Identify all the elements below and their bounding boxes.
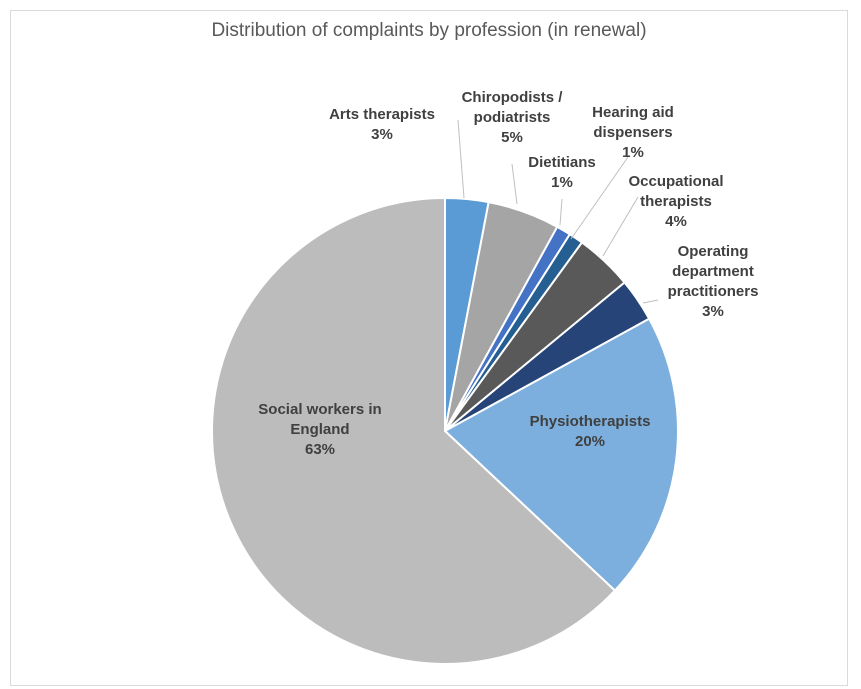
- leader-line: [511, 163, 518, 205]
- chart-title: Distribution of complaints by profession…: [211, 20, 647, 41]
- pie-slice: [443, 317, 679, 592]
- leader-line: [570, 156, 629, 240]
- slice-label: Social workers in England 63%: [258, 401, 381, 458]
- slice-label: Operating department practitioners 3%: [668, 243, 759, 320]
- slice-label: Physiotherapists 20%: [530, 413, 651, 450]
- slice-label: Arts therapists 3%: [329, 106, 435, 143]
- pie-slice: [211, 196, 617, 665]
- slice-label: Hearing aid dispensers 1%: [592, 104, 674, 161]
- leader-line: [602, 196, 639, 257]
- leader-line: [642, 299, 659, 304]
- slice-label: Chiropodists / podiatrists 5%: [462, 89, 564, 146]
- leader-line: [559, 198, 563, 226]
- slice-label: Occupational therapists 4%: [628, 173, 723, 230]
- slice-label: Dietitians 1%: [528, 154, 596, 191]
- leader-line: [457, 119, 465, 199]
